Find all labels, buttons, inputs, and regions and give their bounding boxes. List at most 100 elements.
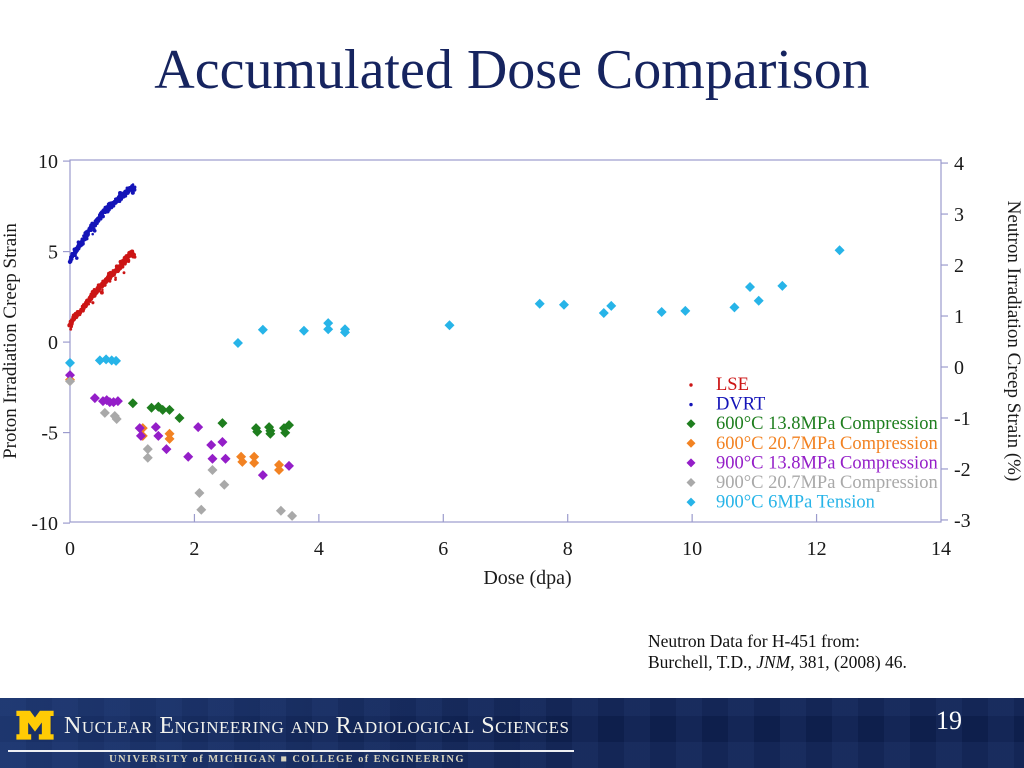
data-point-dot xyxy=(92,228,97,233)
y-right-tick-label: -1 xyxy=(954,408,971,430)
data-point-diamond xyxy=(111,414,122,425)
data-point-dot xyxy=(133,185,137,189)
citation-line2: Burchell, T.D., JNM, 381, (2008) 46. xyxy=(648,652,907,673)
x-tick-label: 8 xyxy=(563,538,573,560)
data-point-diamond xyxy=(65,357,75,368)
data-point-dot xyxy=(114,276,117,280)
data-point-diamond xyxy=(598,307,609,318)
data-point-dot xyxy=(101,212,104,216)
y-left-tick-label: 0 xyxy=(48,332,58,354)
data-point-dot xyxy=(82,306,86,310)
legend-marker xyxy=(686,438,696,448)
series-DVRT xyxy=(67,183,137,264)
footer-divider-line xyxy=(8,750,574,752)
data-point-dot xyxy=(75,256,79,260)
x-tick-label: 12 xyxy=(807,538,827,560)
data-point-diamond xyxy=(298,325,309,336)
legend-marker xyxy=(686,458,696,468)
data-point-diamond xyxy=(275,505,286,516)
data-point-diamond xyxy=(219,479,230,490)
data-point-diamond xyxy=(174,412,185,423)
data-point-diamond xyxy=(193,422,204,433)
citation-journal-name: JNM xyxy=(756,652,791,672)
y-right-tick-label: 2 xyxy=(954,255,964,277)
legend-label: 900°C 6MPa Tension xyxy=(716,493,875,513)
data-point-diamond xyxy=(196,504,207,515)
data-point-dot xyxy=(69,327,73,331)
x-tick-label: 4 xyxy=(314,538,324,560)
footer-banner: Nuclear Engineering and Radiological Sci… xyxy=(0,698,1024,768)
data-point-dot xyxy=(99,290,104,295)
data-point-diamond xyxy=(146,402,157,413)
data-point-dot xyxy=(131,253,136,258)
data-point-diamond xyxy=(150,422,161,433)
legend-label: 900°C 20.7MPa Compression xyxy=(716,473,938,493)
data-point-diamond xyxy=(217,436,228,447)
data-point-dot xyxy=(91,301,95,305)
citation-line1: Neutron Data for H-451 from: xyxy=(648,631,860,651)
data-point-dot xyxy=(86,232,90,235)
y-right-axis-title: Neutron Irradiation Creep Strain (%) xyxy=(1003,201,1024,482)
data-point-diamond xyxy=(339,327,350,338)
data-point-diamond xyxy=(558,299,569,310)
block-m-glyph xyxy=(16,710,54,740)
legend-marker-LSE xyxy=(689,383,693,387)
data-point-diamond xyxy=(153,430,164,441)
data-point-diamond xyxy=(283,460,294,471)
footer-university-line: UNIVERSITY of MICHIGAN ■ COLLEGE of ENGI… xyxy=(109,754,465,765)
legend-marker xyxy=(686,419,696,429)
data-point-diamond xyxy=(206,440,217,451)
data-point-diamond xyxy=(134,423,145,434)
data-point-dot xyxy=(85,234,89,238)
data-point-dot xyxy=(127,260,131,263)
data-point-diamond xyxy=(217,418,228,429)
data-point-diamond xyxy=(127,398,138,409)
data-point-diamond xyxy=(656,306,667,317)
data-point-diamond xyxy=(142,444,153,455)
data-point-diamond xyxy=(142,452,153,463)
data-point-diamond xyxy=(606,300,617,311)
legend-label: LSE xyxy=(716,375,749,395)
data-point-diamond xyxy=(323,318,334,329)
data-point-dot xyxy=(78,311,82,315)
data-point-diamond xyxy=(183,451,194,462)
citation-line2-suffix: , 381, (2008) 46. xyxy=(790,652,907,672)
chart-legend xyxy=(686,383,696,507)
data-point-diamond xyxy=(164,428,175,439)
data-point-diamond xyxy=(249,451,260,462)
data-point-dot xyxy=(92,288,96,292)
data-point-diamond xyxy=(753,295,764,306)
data-point-dot xyxy=(87,302,91,306)
data-point-diamond xyxy=(112,396,123,407)
y-left-tick-label: 10 xyxy=(38,151,58,173)
data-point-diamond xyxy=(99,407,110,418)
y-left-tick-label: 5 xyxy=(48,242,58,264)
series-600-C-20-7MPa-Compression xyxy=(65,374,285,475)
series-900-C-20-7MPa-Compression xyxy=(65,376,298,521)
legend-label: DVRT xyxy=(716,395,765,415)
data-point-diamond xyxy=(65,376,75,387)
data-point-diamond xyxy=(680,305,691,316)
legend-label: 900°C 13.8MPa Compression xyxy=(716,453,938,473)
data-point-diamond xyxy=(135,430,146,441)
data-point-dot xyxy=(130,190,135,195)
x-axis-title: Dose (dpa) xyxy=(483,567,571,589)
data-point-dot xyxy=(69,324,74,329)
data-point-diamond xyxy=(834,245,845,256)
data-point-diamond xyxy=(729,302,740,313)
data-point-dot xyxy=(70,257,74,261)
data-point-dot xyxy=(101,288,104,292)
y-left-tick-label: -5 xyxy=(41,423,58,445)
data-point-diamond xyxy=(237,456,248,467)
footer-department-name: Nuclear Engineering and Radiological Sci… xyxy=(64,713,570,739)
x-tick-label: 2 xyxy=(189,538,199,560)
series-900-C-6MPa-Tension xyxy=(65,245,845,368)
y-left-tick-label: -10 xyxy=(31,513,58,535)
data-point-diamond xyxy=(111,355,122,366)
y-right-tick-label: 4 xyxy=(954,153,964,175)
x-tick-label: 0 xyxy=(65,538,75,560)
chart-frame xyxy=(69,159,942,523)
data-point-dot xyxy=(70,320,74,325)
slide-page-number: 19 xyxy=(936,706,962,735)
